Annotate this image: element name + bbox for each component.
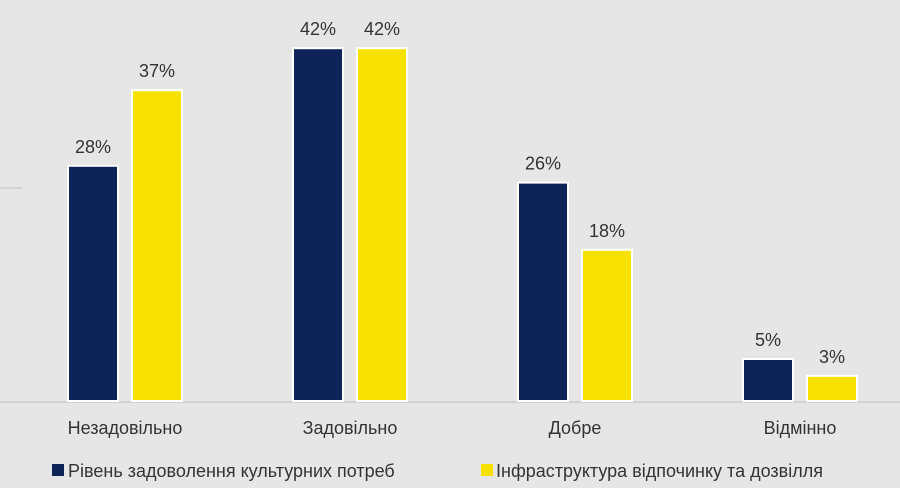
x-tick-label: Задовільно (303, 418, 398, 438)
bar-series-2-2 (356, 47, 408, 402)
bar-series-2-3 (581, 248, 633, 402)
value-labels-group: 28% 42% 26% 5% 37% 42% 18% 3% (75, 19, 845, 367)
legend-swatch-series-2 (481, 464, 493, 476)
bar-series-1-1 (67, 164, 119, 402)
category-labels-group: Незадовільно Задовільно Добре Відмінно (68, 418, 837, 438)
bar-series-1-2 (292, 47, 344, 402)
data-label-series-2-4: 3% (819, 347, 845, 367)
data-label-series-2-2: 42% (364, 19, 400, 39)
bars-group (67, 47, 858, 402)
data-label-series-1-1: 28% (75, 137, 111, 157)
data-label-series-1-2: 42% (300, 19, 336, 39)
legend-swatch-series-1 (52, 464, 64, 476)
x-tick-label: Добре (549, 418, 602, 438)
bar-series-2-1 (131, 89, 183, 402)
data-label-series-1-4: 5% (755, 330, 781, 350)
data-label-series-1-3: 26% (525, 154, 561, 174)
data-label-series-2-3: 18% (589, 221, 625, 241)
legend-label-series-2: Інфраструктура відпочинку та дозвілля (496, 461, 823, 481)
x-tick-label: Незадовільно (68, 418, 183, 438)
x-tick-label: Відмінно (764, 418, 837, 438)
data-label-series-2-1: 37% (139, 61, 175, 81)
legend-label-series-1: Рівень задоволення культурних потреб (68, 461, 395, 481)
legend: Рівень задоволення культурних потреб Інф… (52, 461, 823, 481)
bar-series-2-4 (806, 374, 858, 402)
bar-series-1-3 (517, 181, 569, 402)
bar-series-1-4 (742, 358, 794, 402)
